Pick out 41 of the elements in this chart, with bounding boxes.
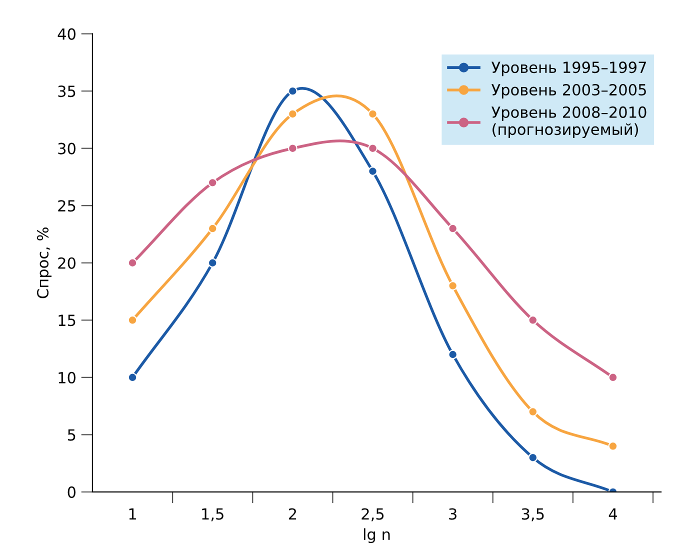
- y-tick-label: 10: [58, 372, 76, 384]
- legend-label: Уровень 1995–1997: [492, 62, 646, 76]
- point: [288, 86, 298, 96]
- point: [288, 109, 298, 119]
- y-tick-label: 5: [68, 429, 76, 441]
- x-axis-title: lg n: [364, 528, 390, 544]
- legend-label: Уровень 2008–2010 (прогнозируемый): [492, 106, 646, 138]
- x-tick-label: 1,5: [202, 508, 224, 522]
- point: [208, 224, 218, 234]
- point: [528, 452, 538, 462]
- point: [608, 441, 618, 451]
- point: [528, 407, 538, 416]
- x-tick-label: 2: [288, 508, 296, 520]
- x-tick-label: 3: [449, 508, 456, 520]
- y-tick-label: 15: [58, 314, 76, 326]
- y-tick-label: 20: [58, 257, 76, 269]
- point: [208, 178, 218, 188]
- y-tick-label: 0: [68, 486, 76, 498]
- point: [128, 372, 138, 382]
- y-tick-label: 40: [58, 28, 76, 40]
- x-tick-label: 4: [608, 508, 617, 520]
- point: [128, 258, 138, 268]
- point: [448, 281, 458, 290]
- x-tick-label: 3,5: [522, 508, 544, 522]
- legend-label: Уровень 2003–2005: [492, 84, 646, 98]
- point: [368, 109, 378, 119]
- y-tick-label: 35: [58, 86, 76, 98]
- point: [448, 350, 458, 360]
- point: [368, 166, 378, 176]
- y-axis-title: Спрос, %: [36, 228, 52, 298]
- point: [608, 372, 618, 382]
- y-tick-label: 30: [58, 142, 76, 154]
- point: [448, 224, 458, 234]
- y-tick-label: 25: [58, 200, 76, 212]
- x-tick-label: 1: [129, 508, 136, 520]
- point: [528, 315, 538, 325]
- point: [208, 258, 218, 268]
- point: [128, 315, 138, 325]
- point: [368, 144, 378, 154]
- x-tick-label: 2,5: [362, 508, 384, 522]
- point: [288, 144, 298, 154]
